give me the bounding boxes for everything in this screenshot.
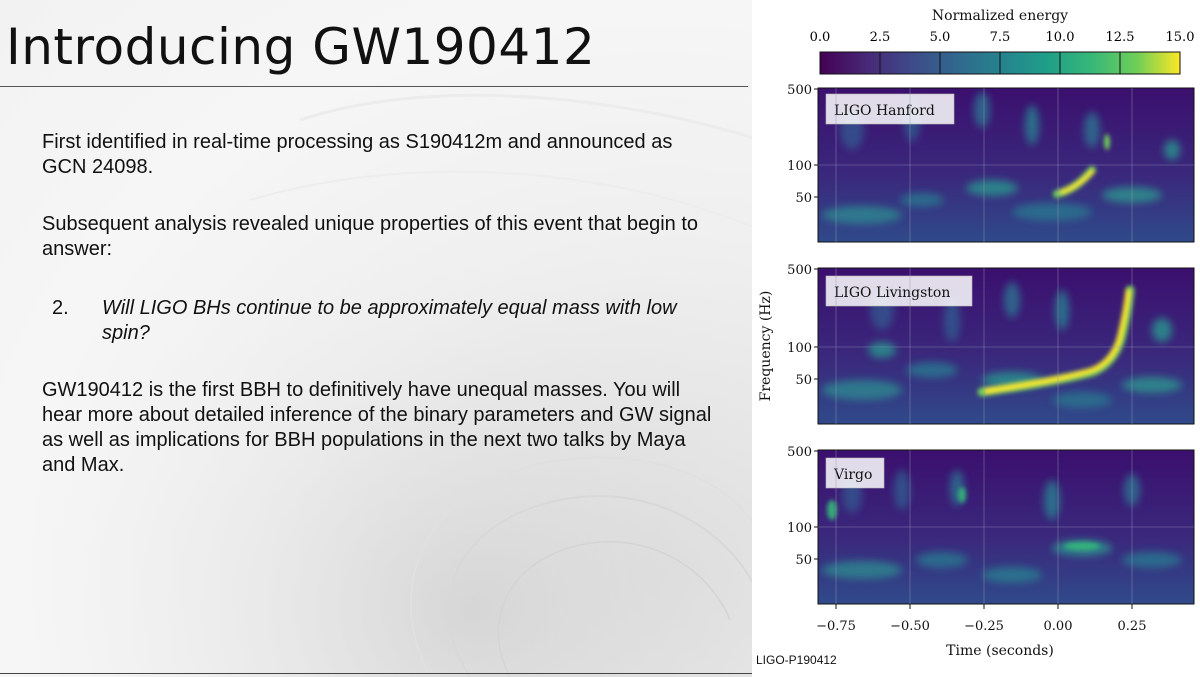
frequency-tick-labels: 500 100 50 500 100 50 500 100 50 xyxy=(787,83,812,568)
colorbar-tick-label: 15.0 xyxy=(1166,30,1195,45)
x-tick-label: 0.25 xyxy=(1118,619,1147,634)
title-divider xyxy=(0,86,748,87)
time-tick-marks xyxy=(835,604,1133,609)
spectrogram-panel-hanford: LIGO Hanford xyxy=(817,87,1195,243)
x-tick-label: 0.00 xyxy=(1044,619,1073,634)
colorbar-label: Normalized energy xyxy=(932,8,1068,24)
paragraph-analysis: Subsequent analysis revealed unique prop… xyxy=(42,213,698,260)
y-tick-label: 500 xyxy=(787,263,812,278)
y-axis-label: Frequency (Hz) xyxy=(758,291,774,402)
x-axis-label: Time (seconds) xyxy=(946,643,1054,659)
list-item-text: Will LIGO BHs continue to be approximate… xyxy=(102,297,677,344)
y-tick-label: 100 xyxy=(787,159,812,174)
panel-label-virgo: Virgo xyxy=(833,467,872,483)
x-tick-label: −0.75 xyxy=(816,619,856,634)
panel-label-livingston: LIGO Livingston xyxy=(834,285,950,301)
panel-label-hanford: LIGO Hanford xyxy=(834,103,935,119)
colorbar-tick-label: 2.5 xyxy=(870,30,891,45)
colorbar-tick-marks xyxy=(879,52,1121,74)
colorbar-tick-label: 5.0 xyxy=(930,30,951,45)
colorbar-tick-label: 7.5 xyxy=(990,30,1011,45)
y-tick-label: 500 xyxy=(787,83,812,98)
time-gridlines xyxy=(835,88,1133,604)
paragraph-identification: First identified in real-time processing… xyxy=(42,131,673,178)
x-tick-label: −0.50 xyxy=(890,619,930,634)
bottom-divider xyxy=(0,673,1200,674)
colorbar-tick-label: 0.0 xyxy=(810,30,831,45)
y-tick-label: 50 xyxy=(795,553,812,568)
colorbar-ticks: 0.0 2.5 5.0 7.5 10.0 12.5 15.0 xyxy=(810,30,1195,45)
y-tick-label: 50 xyxy=(795,191,812,206)
list-item-number: 2. xyxy=(52,297,69,319)
figure-credit: LIGO-P190412 xyxy=(756,653,837,667)
y-tick-label: 500 xyxy=(787,445,812,460)
y-tick-label: 100 xyxy=(787,521,812,536)
spectrogram-svg: Normalized energy 0.0 2.5 5.0 7.5 10.0 1… xyxy=(758,8,1195,659)
slide-title: Introducing GW190412 xyxy=(6,18,596,76)
spectrogram-figure: Normalized energy 0.0 2.5 5.0 7.5 10.0 1… xyxy=(752,0,1200,677)
spectrogram-panel-livingston: LIGO Livingston xyxy=(817,267,1195,425)
colorbar-tick-label: 10.0 xyxy=(1046,30,1075,45)
time-tick-labels: −0.75 −0.50 −0.25 0.00 0.25 xyxy=(816,619,1146,634)
paragraph-unequal-masses: GW190412 is the first BBH to definitivel… xyxy=(42,379,712,476)
x-tick-label: −0.25 xyxy=(964,619,1004,634)
y-tick-label: 100 xyxy=(787,341,812,356)
background-swirl-decoration xyxy=(0,0,760,677)
spectrogram-panel-virgo: Virgo xyxy=(817,449,1195,605)
colorbar-tick-label: 12.5 xyxy=(1106,30,1135,45)
frequency-tick-marks xyxy=(814,88,818,560)
y-tick-label: 50 xyxy=(795,373,812,388)
